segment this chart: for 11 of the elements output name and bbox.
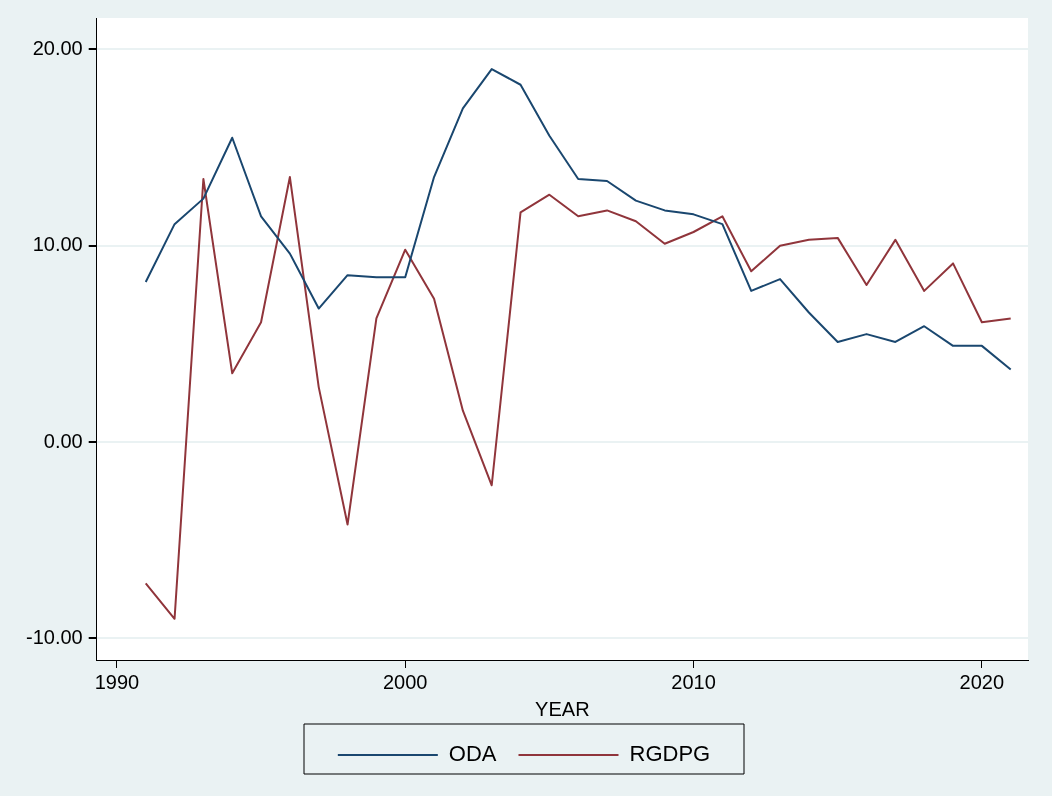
x-tick-label: 2010 xyxy=(671,670,716,693)
x-tick-label: 2020 xyxy=(959,670,1005,693)
x-tick-label: 1990 xyxy=(94,670,140,693)
legend-label: RGDPG xyxy=(629,741,711,767)
legend-label: ODA xyxy=(448,741,497,767)
x-tick-label: 2000 xyxy=(382,670,428,693)
y-tick-label: 0.00 xyxy=(43,429,83,452)
y-tick-label: -10.00 xyxy=(25,625,83,648)
y-tick-label: 20.00 xyxy=(32,36,83,59)
x-axis-title: YEAR xyxy=(535,697,590,720)
y-tick-label: 10.00 xyxy=(32,233,83,256)
